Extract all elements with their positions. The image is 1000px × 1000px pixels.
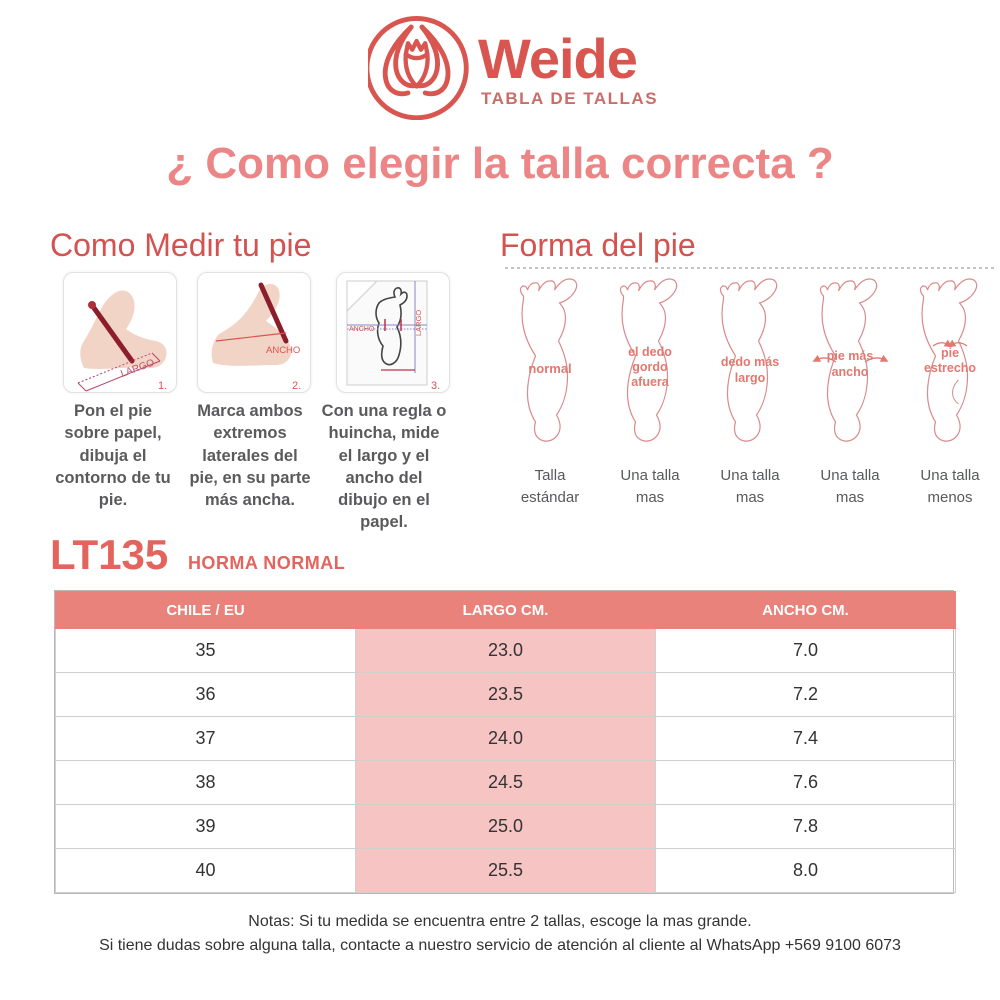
svg-text:dedo más: dedo más: [721, 355, 779, 369]
svg-text:2.: 2.: [292, 380, 301, 392]
svg-text:mas: mas: [836, 489, 864, 506]
svg-text:Una talla: Una talla: [920, 467, 980, 484]
svg-text:Una talla: Una talla: [720, 467, 780, 484]
svg-text:largo: largo: [735, 371, 766, 385]
svg-text:pie: pie: [941, 346, 959, 360]
svg-text:afuera: afuera: [631, 375, 670, 389]
svg-text:ANCHO: ANCHO: [349, 326, 375, 333]
svg-text:Una talla: Una talla: [820, 467, 880, 484]
svg-text:mas: mas: [736, 489, 764, 506]
svg-text:menos: menos: [927, 489, 972, 506]
svg-text:normal: normal: [528, 361, 571, 376]
svg-text:ancho: ancho: [832, 365, 869, 379]
svg-text:mas: mas: [636, 489, 664, 506]
svg-text:Una talla: Una talla: [620, 467, 680, 484]
svg-text:el dedo: el dedo: [628, 345, 672, 359]
svg-text:3.: 3.: [431, 380, 440, 392]
svg-text:ANCHO: ANCHO: [266, 345, 300, 356]
svg-text:Talla: Talla: [535, 467, 567, 484]
svg-text:1.: 1.: [158, 380, 167, 392]
svg-text:estrecho: estrecho: [924, 361, 976, 375]
svg-text:gordo: gordo: [632, 360, 668, 374]
svg-text:LARGO: LARGO: [414, 310, 423, 336]
svg-text:estándar: estándar: [521, 489, 579, 506]
